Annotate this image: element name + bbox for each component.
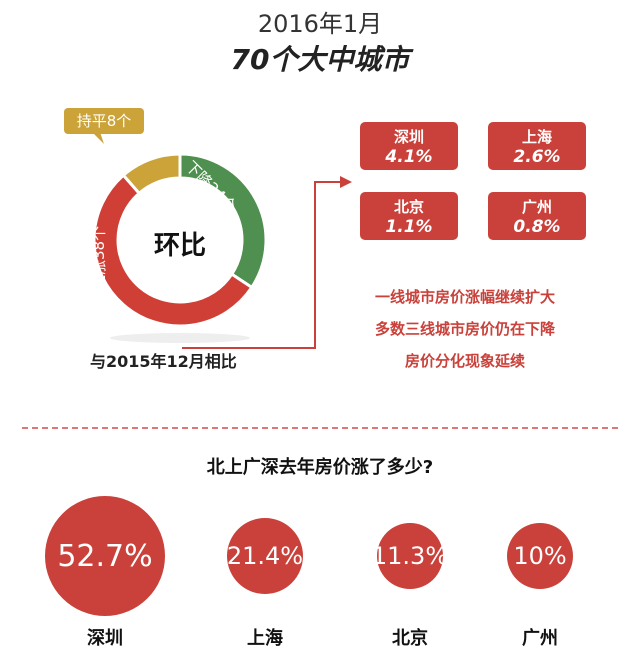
flat-label: 持平8个 xyxy=(64,108,144,134)
divider xyxy=(22,427,618,429)
donut-center-label: 环比 xyxy=(153,231,206,261)
connector-line xyxy=(182,181,340,349)
donut-slice-1 xyxy=(92,173,254,328)
callout-pointer xyxy=(92,132,104,144)
bubble-1: 21.4% xyxy=(226,517,304,595)
donut-slice-2 xyxy=(121,152,182,196)
bubble-label-3: 广州 xyxy=(522,628,558,649)
card-shanghai: 上海 2.6% xyxy=(488,122,586,170)
donut-shadow xyxy=(110,333,250,343)
up-label: 上涨38个 xyxy=(90,225,108,290)
comparison-caption: 与2015年12月相比 xyxy=(90,352,237,371)
bubble-2: 11.3% xyxy=(372,523,448,589)
bubble-label-1: 上海 xyxy=(247,628,283,649)
date-title: 2016年1月 xyxy=(257,10,383,38)
card-shenzhen: 深圳 4.1% xyxy=(360,122,458,170)
bubble-3: 10% xyxy=(507,523,573,589)
card-guangzhou: 广州 0.8% xyxy=(488,192,586,240)
note-3: 房价分化现象延续 xyxy=(404,352,525,370)
bubble-label-2: 北京 xyxy=(392,628,428,649)
bubble-label-0: 深圳 xyxy=(87,628,123,649)
bubble-title: 北上广深去年房价涨了多少? xyxy=(206,457,434,478)
bubble-0: 52.7% xyxy=(45,496,165,616)
note-2: 多数三线城市房价仍在下降 xyxy=(374,320,555,338)
note-1: 一线城市房价涨幅继续扩大 xyxy=(374,288,555,306)
arrow-icon xyxy=(340,176,352,188)
main-title: 70个大中城市 xyxy=(230,43,410,76)
card-beijing: 北京 1.1% xyxy=(360,192,458,240)
